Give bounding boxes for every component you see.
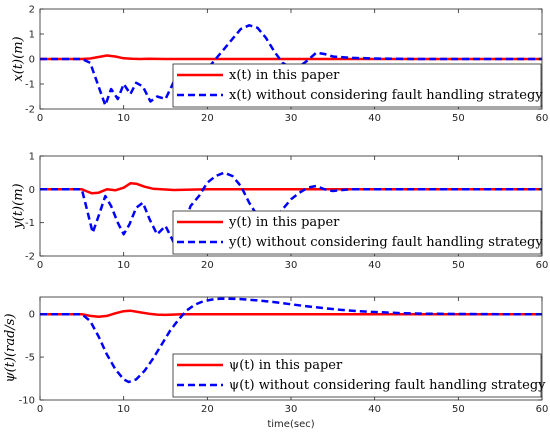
legend-label-paper-y: y(t) in this paper bbox=[228, 215, 340, 230]
y-tick-label-x: -1 bbox=[25, 80, 35, 91]
y-tick-label-x: 0 bbox=[29, 55, 35, 66]
y-axis-label-x: x(t)(m) bbox=[11, 36, 26, 81]
legend-psi: ψ(t) in this paper ψ(t) without consider… bbox=[172, 353, 546, 398]
legend-x: x(t) in this paper x(t) without consider… bbox=[172, 63, 543, 108]
x-tick-label-y: 50 bbox=[452, 260, 465, 271]
x-tick-label-x: 30 bbox=[285, 113, 298, 124]
subplot-y: 0 10 20 30 40 50 60 -2 -1 0 1 y(t)(m) y(t) in this… bbox=[11, 152, 548, 272]
subplot-psi: 0 10 20 30 40 50 60 -10 -5 0 ψ(t)(rad/s) ψ(t) in … bbox=[3, 296, 549, 430]
legend-label-nofault-psi: ψ(t) without considering fault handling … bbox=[229, 378, 546, 393]
x-tick-label-psi: 20 bbox=[201, 404, 214, 415]
y-tick-label-x: 1 bbox=[29, 30, 35, 41]
legend-label-nofault-y: y(t) without considering fault handling … bbox=[228, 235, 543, 250]
x-tick-label-y: 20 bbox=[201, 260, 214, 271]
legend-box-psi bbox=[172, 353, 542, 398]
x-tick-label-y: 60 bbox=[536, 260, 549, 271]
y-tick-label-psi: 0 bbox=[29, 310, 35, 321]
legend-label-paper-x: x(t) in this paper bbox=[229, 68, 340, 83]
x-tick-label-psi: 30 bbox=[285, 404, 298, 415]
legend-box-x bbox=[172, 63, 542, 108]
y-tick-label-y: -2 bbox=[25, 252, 35, 263]
y-tick-label-x: -2 bbox=[25, 105, 35, 116]
ticks-layer-psi: 0 10 20 30 40 50 60 -10 -5 0 bbox=[19, 297, 549, 415]
y-tick-label-x: 2 bbox=[29, 5, 35, 16]
x-tick-label-y: 0 bbox=[37, 260, 43, 271]
series-line-psi-paper bbox=[40, 309, 542, 318]
y-tick-label-psi: -10 bbox=[19, 396, 35, 407]
series-layer-y bbox=[40, 171, 542, 244]
x-tick-label-psi: 50 bbox=[452, 404, 465, 415]
series-line-x-paper bbox=[40, 54, 542, 61]
y-tick-label-y: 0 bbox=[29, 185, 35, 196]
x-axis-label: time(sec) bbox=[267, 419, 314, 430]
x-tick-label-psi: 0 bbox=[37, 404, 43, 415]
legend-label-nofault-x: x(t) without considering fault handling … bbox=[229, 88, 543, 103]
x-tick-label-y: 10 bbox=[117, 260, 130, 271]
y-axis-label-y: y(t)(m) bbox=[11, 183, 26, 229]
legend-y: y(t) in this paper y(t) without consider… bbox=[172, 210, 543, 255]
x-tick-label-x: 10 bbox=[117, 113, 130, 124]
legend-box-y bbox=[172, 210, 542, 255]
series-line-y-paper bbox=[40, 182, 542, 195]
x-tick-label-y: 30 bbox=[285, 260, 298, 271]
x-tick-label-x: 50 bbox=[452, 113, 465, 124]
x-tick-label-x: 0 bbox=[37, 113, 43, 124]
y-tick-label-psi: -5 bbox=[25, 353, 35, 364]
x-tick-label-x: 40 bbox=[368, 113, 381, 124]
subplot-x: 0 10 20 30 40 50 60 -2 -1 0 1 2 x(t)(m) x(t) in thi… bbox=[11, 5, 548, 125]
y-tick-label-y: -1 bbox=[25, 218, 35, 229]
y-tick-label-y: 1 bbox=[29, 152, 35, 163]
series-line-y-nofault bbox=[40, 171, 542, 244]
x-tick-label-y: 40 bbox=[368, 260, 381, 271]
x-tick-label-psi: 60 bbox=[536, 404, 549, 415]
x-tick-label-x: 60 bbox=[536, 113, 549, 124]
legend-label-paper-psi: ψ(t) in this paper bbox=[229, 358, 343, 373]
y-axis-label-psi: ψ(t)(rad/s) bbox=[3, 313, 18, 382]
x-tick-label-x: 20 bbox=[201, 113, 214, 124]
ticks-layer-y: 0 10 20 30 40 50 60 -2 -1 0 1 bbox=[25, 152, 548, 272]
x-tick-label-psi: 40 bbox=[368, 404, 381, 415]
x-tick-label-psi: 10 bbox=[117, 404, 130, 415]
